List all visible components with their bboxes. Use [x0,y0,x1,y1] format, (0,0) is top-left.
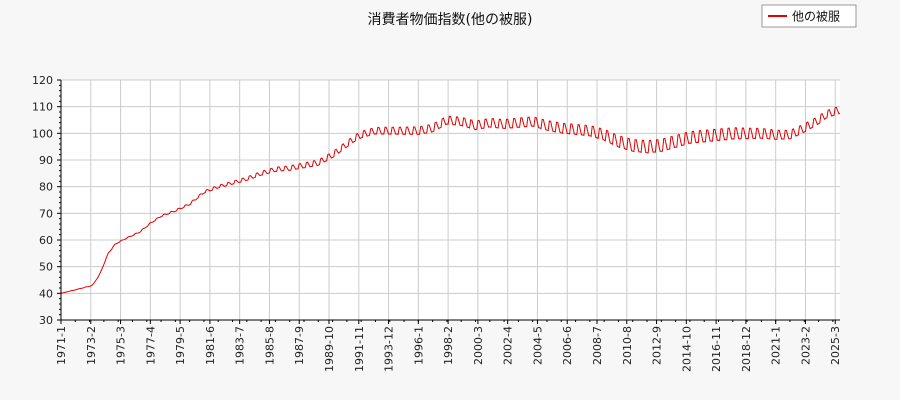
y-tick-label: 60 [39,234,53,247]
x-tick-label: 2002-4 [502,326,515,365]
x-tick-label: 1998-2 [442,326,455,365]
x-tick-label: 2018-12 [740,326,753,372]
x-tick-label: 2023-2 [799,326,812,365]
x-tick-label: 1981-6 [204,326,217,365]
plot-area [61,80,840,320]
x-axis-ticks: 1971-1 1973-2 1975-3 1977-4 1979-5 1981-6 1983… [55,320,842,372]
y-tick-label: 70 [39,207,53,220]
x-tick-label: 1979-5 [174,326,187,365]
x-tick-label: 1977-4 [144,326,157,365]
y-axis-ticks: 30 40 50 60 70 80 90 100 110 120 [32,74,61,327]
x-tick-label: 1973-2 [85,326,98,365]
x-tick-label: 1989-10 [323,326,336,372]
y-tick-label: 30 [39,314,53,327]
y-tick-label: 110 [32,101,53,114]
x-tick-label: 1975-3 [115,326,128,365]
legend-label: 他の被服 [792,10,840,24]
x-tick-label: 2004-5 [531,326,544,365]
x-tick-label: 2021-1 [770,326,783,365]
x-tick-label: 1991-11 [353,326,366,372]
x-tick-label: 1996-1 [412,326,425,365]
x-tick-label: 2008-7 [591,326,604,365]
axes [60,80,840,321]
series-line [60,106,841,294]
y-tick-label: 40 [39,287,53,300]
x-tick-label: 2010-8 [621,326,634,365]
y-tick-label: 80 [39,181,53,194]
x-tick-label: 2025-3 [829,326,842,365]
y-tick-label: 120 [32,74,53,87]
x-tick-label: 1971-1 [55,326,68,365]
x-tick-label: 1987-9 [293,326,306,365]
legend-box [761,4,857,28]
series-layer [60,106,841,294]
legend: 他の被服 [761,4,857,28]
x-tick-label: 2012-9 [651,326,664,365]
x-tick-label: 1993-12 [383,326,396,372]
x-tick-label: 1985-8 [263,326,276,365]
y-tick-label: 50 [39,261,53,274]
y-tick-label: 100 [32,127,53,140]
chart-title: 消費者物価指数(他の被服) [368,12,533,28]
x-tick-label: 2006-6 [561,326,574,365]
x-tick-label: 2014-10 [680,326,693,372]
y-tick-label: 90 [39,154,53,167]
x-tick-label: 1983-7 [234,326,247,365]
x-tick-label: 2016-11 [710,326,723,372]
x-tick-label: 2000-3 [472,326,485,365]
